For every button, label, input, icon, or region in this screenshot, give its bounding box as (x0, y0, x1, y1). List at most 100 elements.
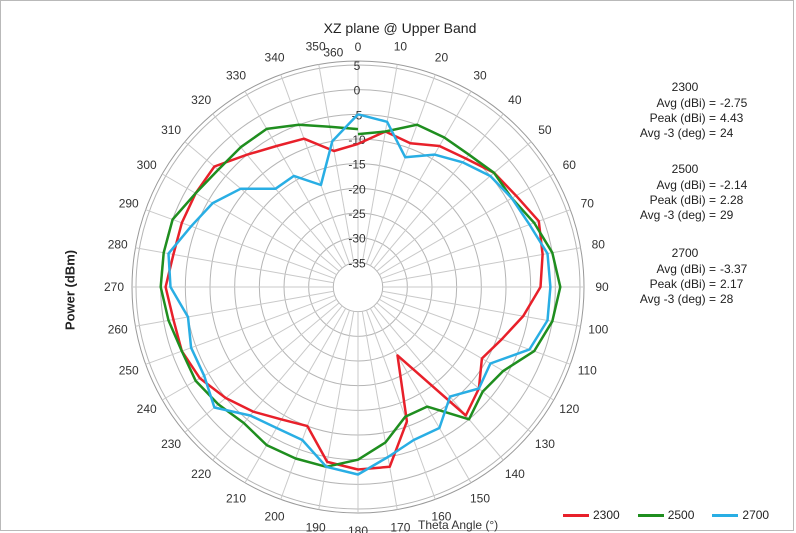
angle-grid-spoke (361, 64, 398, 263)
radial-tick-label: -15 (348, 158, 366, 172)
avg-label: Avg (dBi) = (656, 178, 716, 192)
peak-label: Peak (dBi) = (649, 277, 716, 291)
angle-grid-spoke (381, 294, 571, 365)
chart-title: XZ plane @ Upper Band (323, 20, 477, 36)
peak-value: 4.43 (720, 111, 744, 125)
angle-tick-label: 350 (306, 40, 326, 54)
angle-grid-spoke (379, 298, 554, 401)
peak-value: 2.28 (720, 193, 744, 207)
angle-tick-label: 290 (119, 197, 139, 211)
legend-swatch (563, 513, 589, 517)
angle-grid-spoke (361, 311, 398, 510)
angle-tick-label: 100 (588, 322, 608, 336)
legend-label: 2300 (593, 508, 620, 522)
angle-tick-label: 50 (538, 123, 552, 137)
angle-grid-spoke (280, 310, 351, 500)
angle-tick-label: 250 (119, 363, 139, 377)
angle-tick-label: 110 (578, 363, 597, 377)
radial-tick-label: 0 (354, 84, 361, 98)
angle-tick-label: 260 (108, 322, 128, 336)
angle-tick-label: 120 (559, 402, 579, 416)
angle-tick-label: 30 (473, 69, 487, 83)
y-axis-label: Power (dBm) (62, 249, 78, 331)
angle-tick-label: 200 (265, 509, 285, 523)
avg3-value: 24 (720, 126, 734, 140)
avg3-value: 29 (720, 208, 734, 222)
stats-series-name: 2700 (671, 246, 699, 260)
angle-tick-label: 90 (595, 280, 609, 294)
angle-grid-spoke (318, 311, 355, 510)
avg3-value: 28 (720, 292, 734, 306)
legend-swatch (712, 513, 739, 517)
stats-series-name: 2500 (671, 162, 699, 176)
angle-tick-label: 210 (226, 491, 246, 505)
stats-block-2700: 2700 Avg (dBi) = -3.37 Peak (dBi) = 2.17 A… (620, 246, 790, 307)
angle-grid-spoke (376, 141, 532, 272)
angle-tick-label: 190 (306, 520, 326, 533)
angle-grid-spoke (280, 74, 351, 264)
angle-tick-label: 20 (435, 51, 449, 65)
radial-tick-label: -35 (348, 256, 366, 270)
angle-grid-spoke (318, 64, 355, 263)
avg3-label: Avg -3 (deg) = (639, 126, 716, 140)
avg-label: Avg (dBi) = (656, 96, 716, 110)
legend-label: 2700 (742, 508, 770, 522)
angle-grid-spoke (212, 113, 343, 269)
series-line-2700 (167, 113, 552, 476)
angle-tick-label: 40 (508, 93, 522, 107)
angle-grid-spoke (373, 305, 504, 461)
x-axis-label: Theta Angle (°) (418, 518, 499, 532)
angle-grid-spoke (145, 209, 335, 280)
angle-tick-label: 60 (563, 158, 577, 172)
angle-grid-spoke (162, 298, 337, 401)
angle-tick-label: 230 (161, 437, 181, 451)
angle-grid-spoke (365, 74, 436, 264)
peak-label: Peak (dBi) = (649, 111, 716, 125)
legend-item-2300: 2300 (563, 508, 620, 522)
stats-block-2300: 2300 Avg (dBi) = -2.75 Peak (dBi) = 4.43 A… (620, 80, 790, 141)
angle-tick-label: 70 (581, 197, 595, 211)
angle-tick-label: 80 (592, 238, 606, 252)
angle-grid-spoke (244, 308, 347, 483)
stats-block-2500: 2500 Avg (dBi) = -2.14 Peak (dBi) = 2.28 A… (620, 162, 790, 223)
avg-value: -2.75 (720, 96, 748, 110)
angle-grid-spoke (212, 305, 343, 461)
legend-item-2700: 2700 (712, 508, 769, 522)
angle-tick-label: 180 (348, 524, 368, 533)
series-line-2500 (159, 123, 562, 469)
angle-tick-label: 280 (108, 238, 128, 252)
angle-grid-spoke (162, 173, 337, 276)
radial-tick-label: 5 (354, 59, 361, 73)
legend-label: 2500 (667, 508, 695, 522)
avg-value: -3.37 (720, 262, 748, 276)
angle-tick-label: 220 (191, 467, 211, 481)
avg-label: Avg (dBi) = (656, 262, 716, 276)
avg3-label: Avg -3 (deg) = (639, 208, 716, 222)
stats-series-name: 2300 (671, 80, 699, 94)
angle-grid-spoke (373, 113, 504, 269)
radial-tick-label: -30 (348, 232, 366, 246)
angle-tick-label: 330 (226, 69, 246, 83)
angle-tick-label: 240 (137, 402, 157, 416)
angle-tick-label: 340 (265, 51, 285, 65)
legend-item-2500: 2500 (637, 508, 695, 522)
angle-tick-label: 310 (161, 123, 181, 137)
angle-grid-spoke (379, 173, 554, 276)
angle-tick-label: 150 (470, 491, 490, 505)
peak-value: 2.17 (720, 277, 744, 291)
angle-grid-spoke (244, 91, 347, 266)
radial-tick-label: -20 (348, 182, 366, 196)
legend: 2300 2500 2700 (563, 508, 769, 522)
angle-tick-label: 10 (394, 40, 408, 54)
angle-tick-label: 140 (505, 467, 525, 481)
peak-label: Peak (dBi) = (649, 193, 716, 207)
angle-tick-label: 0 (355, 40, 362, 54)
angle-tick-label: 130 (535, 437, 555, 451)
angle-grid-spoke (145, 294, 335, 365)
angle-tick-label: 160 (431, 509, 451, 523)
angle-grid-spoke (369, 308, 472, 483)
angle-tick-label: 320 (191, 93, 211, 107)
avg3-label: Avg -3 (deg) = (639, 292, 716, 306)
